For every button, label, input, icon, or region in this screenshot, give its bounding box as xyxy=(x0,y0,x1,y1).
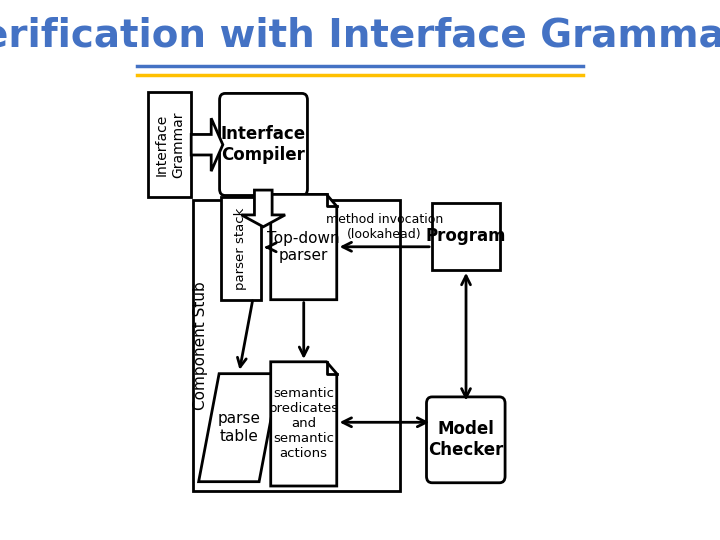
Text: method invocation
(lookahead): method invocation (lookahead) xyxy=(326,213,444,241)
Text: Program: Program xyxy=(426,227,506,245)
Polygon shape xyxy=(241,190,285,227)
Text: semantic
predicates
and
semantic
actions: semantic predicates and semantic actions xyxy=(269,387,339,461)
Polygon shape xyxy=(199,374,279,482)
Text: Interface
Grammar: Interface Grammar xyxy=(155,111,185,178)
Bar xyxy=(193,200,400,491)
Polygon shape xyxy=(192,118,222,171)
Polygon shape xyxy=(271,362,337,486)
Text: Component Stub: Component Stub xyxy=(194,281,209,410)
Bar xyxy=(148,92,192,197)
Text: Model
Checker: Model Checker xyxy=(428,421,503,459)
Text: parse
table: parse table xyxy=(217,411,261,444)
Bar xyxy=(432,202,500,270)
Text: parser stack: parser stack xyxy=(235,207,248,289)
Text: Interface
Compiler: Interface Compiler xyxy=(221,125,306,164)
Bar xyxy=(220,197,261,300)
FancyBboxPatch shape xyxy=(220,93,307,195)
Text: Verification with Interface Grammars: Verification with Interface Grammars xyxy=(0,16,720,54)
Text: Top-down
parser: Top-down parser xyxy=(267,231,340,263)
FancyBboxPatch shape xyxy=(426,397,505,483)
Polygon shape xyxy=(271,194,337,300)
